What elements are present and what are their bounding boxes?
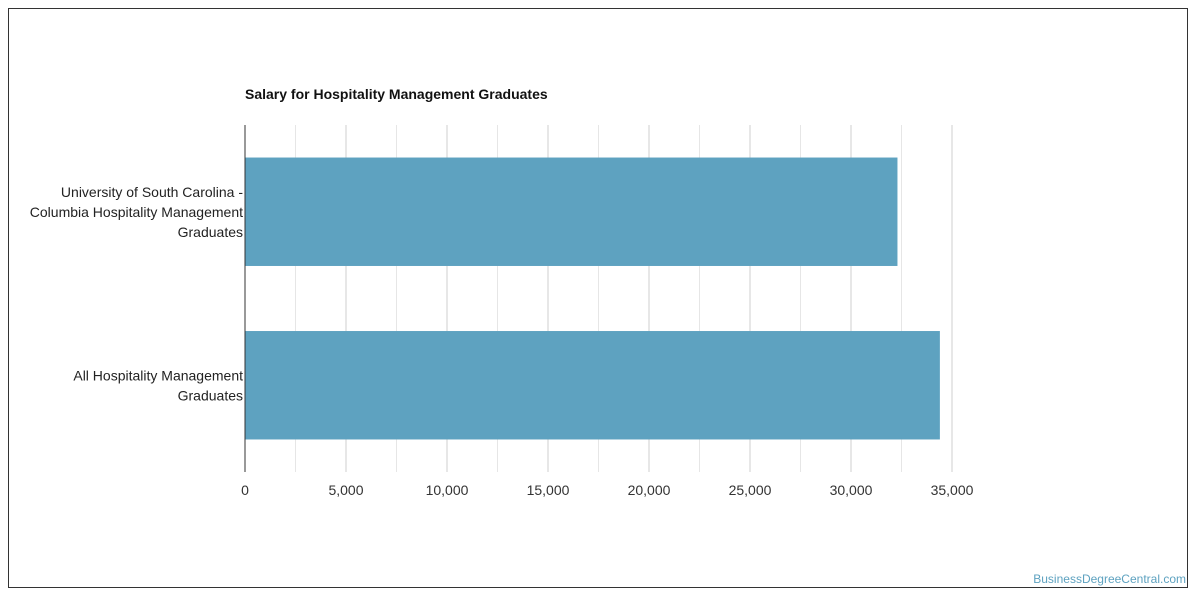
x-tick-label: 10,000 [426, 482, 469, 498]
watermark: BusinessDegreeCentral.com [1033, 572, 1186, 586]
x-tick-labels: 0 5,000 10,000 15,000 20,000 25,000 30,000 35,0… [241, 482, 974, 498]
x-tick-label: 20,000 [628, 482, 671, 498]
category-labels: University of South Carolina -Columbia H… [30, 184, 244, 404]
x-tick-label: 5,000 [328, 482, 363, 498]
bar-1 [245, 331, 940, 440]
x-tick-label: 35,000 [931, 482, 974, 498]
bars [245, 157, 940, 440]
x-tick-label: 25,000 [729, 482, 772, 498]
category-label-1: All Hospitality Management Graduates [73, 367, 243, 403]
x-tick-label: 0 [241, 482, 249, 498]
x-tick-label: 15,000 [527, 482, 570, 498]
chart-title: Salary for Hospitality Management Gradua… [245, 86, 548, 102]
category-label-0: University of South Carolina -Columbia H… [30, 184, 244, 240]
x-tick-label: 30,000 [830, 482, 873, 498]
bar-0 [245, 157, 898, 266]
